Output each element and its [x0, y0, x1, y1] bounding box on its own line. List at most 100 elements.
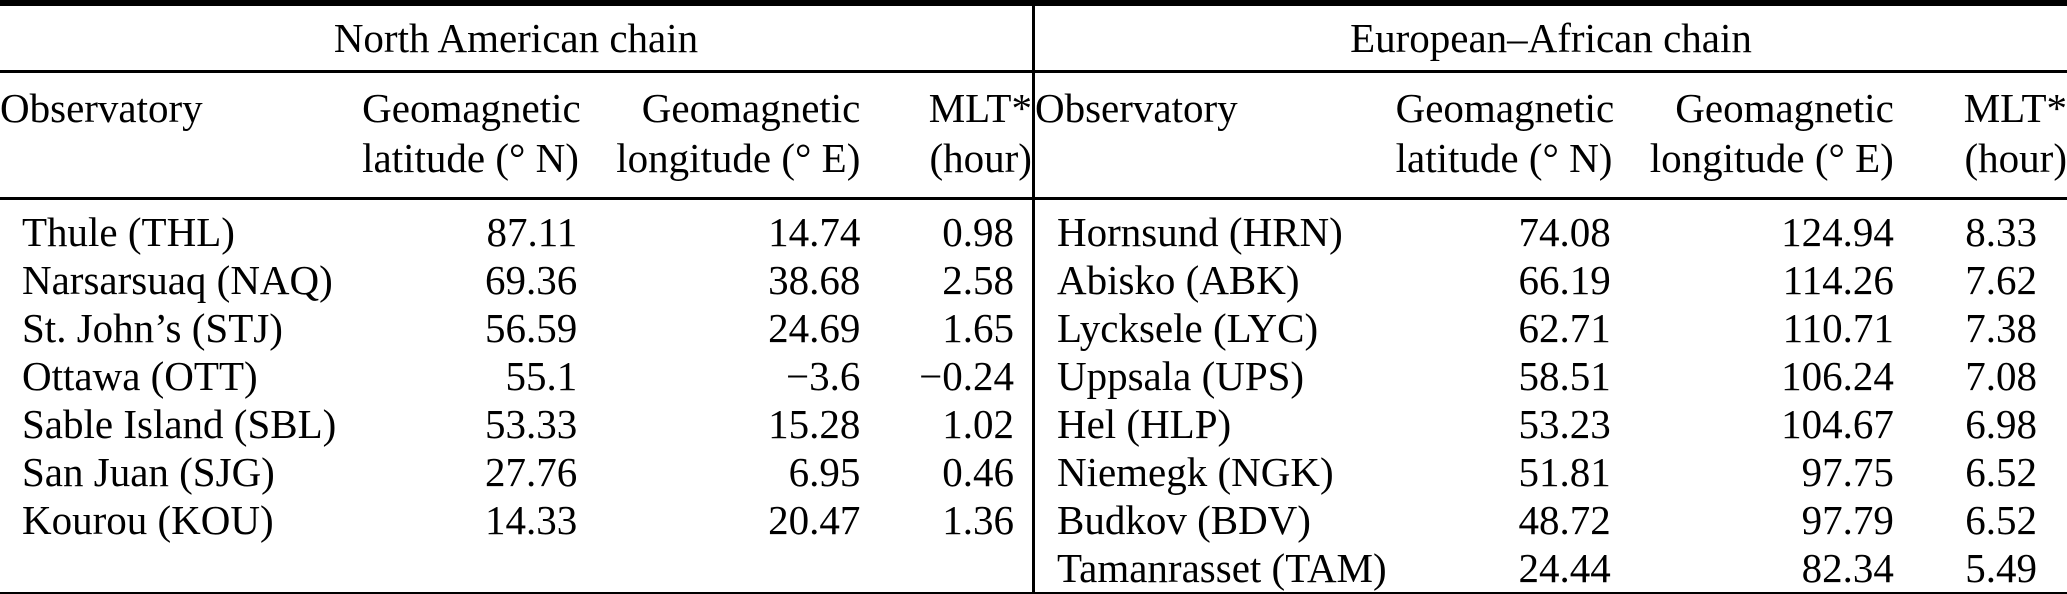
table-row: San Juan (SJG) 27.76 6.95 0.46 Niemegk (… [0, 448, 2067, 496]
cell-latitude: 74.08 [1518, 209, 1611, 255]
cell-observatory: St. John’s (STJ) [22, 305, 283, 351]
col-header-lon-left-line1: Geomagnetic [641, 85, 861, 131]
chain-title-row: North American chain European–African ch… [0, 3, 2067, 73]
cell-observatory: Ottawa (OTT) [22, 353, 258, 399]
cell-latitude: 27.76 [485, 449, 578, 495]
cell-mlt: 6.52 [1965, 449, 2037, 495]
cell-observatory: Hel (HLP) [1031, 400, 1396, 448]
cell-observatory-empty [0, 544, 362, 594]
cell-mlt: 7.08 [1965, 353, 2037, 399]
cell-observatory: Narsarsuaq (NAQ) [22, 257, 333, 303]
table-row: Tamanrasset (TAM) 24.44 82.34 5.49 [0, 544, 2067, 594]
col-header-observatory-right: Observatory [1031, 71, 1396, 200]
cell-mlt: 8.33 [1965, 209, 2037, 255]
cell-observatory: San Juan (SJG) [22, 449, 275, 495]
cell-latitude: 62.71 [1518, 305, 1611, 351]
cell-mlt: 7.62 [1965, 257, 2037, 303]
col-header-mlt-left-line1: MLT* [928, 85, 1032, 131]
table-row: Sable Island (SBL) 53.33 15.28 1.02 Hel … [0, 400, 2067, 448]
column-header-row: Observatory Geomagnetic latitude (° N) G… [0, 71, 2067, 200]
cell-longitude: 97.79 [1801, 497, 1894, 543]
col-header-mlt-left: MLT* (hour) [860, 71, 1034, 200]
cell-mlt: 5.49 [1965, 545, 2037, 591]
cell-mlt: 2.58 [942, 257, 1014, 303]
cell-latitude: 53.23 [1518, 401, 1611, 447]
cell-longitude: 14.74 [768, 209, 861, 255]
cell-longitude: 20.47 [768, 497, 861, 543]
cell-longitude: 82.34 [1801, 545, 1894, 591]
cell-latitude: 14.33 [485, 497, 578, 543]
cell-mlt: 0.98 [942, 209, 1014, 255]
col-header-geomagnetic-longitude-right: Geomagnetic longitude (° E) [1610, 71, 1894, 200]
col-header-mlt-right: MLT* (hour) [1893, 71, 2067, 200]
cell-latitude: 56.59 [485, 305, 578, 351]
cell-longitude: 6.95 [788, 449, 861, 495]
cell-longitude: 38.68 [768, 257, 861, 303]
col-header-observatory-left: Observatory [0, 71, 363, 200]
cell-longitude: 106.24 [1781, 353, 1894, 399]
cell-mlt: 7.38 [1965, 305, 2037, 351]
cell-mlt: 6.98 [1965, 401, 2037, 447]
cell-observatory: Budkov (BDV) [1031, 496, 1396, 544]
cell-longitude: 97.75 [1801, 449, 1894, 495]
cell-observatory: Thule (THL) [22, 209, 235, 255]
cell-longitude: 124.94 [1781, 209, 1894, 255]
cell-mlt: 1.65 [942, 305, 1014, 351]
cell-latitude-empty [362, 544, 577, 594]
col-header-lat-right-line2: latitude (° N) [1395, 135, 1613, 181]
cell-mlt: 1.36 [942, 497, 1014, 543]
col-header-lon-left-line2: longitude (° E) [616, 135, 861, 181]
table-row: Narsarsuaq (NAQ) 69.36 38.68 2.58 Abisko… [0, 256, 2067, 304]
chain-title-european-african: European–African chain [1031, 3, 2067, 73]
cell-longitude: 24.69 [768, 305, 861, 351]
cell-latitude: 87.11 [486, 209, 578, 255]
cell-observatory: Kourou (KOU) [22, 497, 274, 543]
cell-longitude: 15.28 [768, 401, 861, 447]
cell-mlt-empty [860, 544, 1033, 594]
cell-observatory: Hornsund (HRN) [1031, 198, 1396, 256]
col-header-lon-right-line2: longitude (° E) [1649, 135, 1894, 181]
cell-longitude: 104.67 [1781, 401, 1894, 447]
col-header-lon-right-line1: Geomagnetic [1675, 85, 1894, 131]
col-header-observatory-left-label: Observatory [0, 85, 203, 131]
table-row: Kourou (KOU) 14.33 20.47 1.36 Budkov (BD… [0, 496, 2067, 544]
col-header-lat-right-line1: Geomagnetic [1395, 85, 1615, 131]
cell-longitude-empty [577, 544, 860, 594]
cell-latitude: 51.81 [1518, 449, 1611, 495]
cell-longitude: 110.71 [1782, 305, 1894, 351]
cell-mlt: 6.52 [1965, 497, 2037, 543]
col-header-geomagnetic-longitude-left: Geomagnetic longitude (° E) [577, 71, 861, 200]
cell-latitude: 66.19 [1518, 257, 1611, 303]
cell-observatory: Niemegk (NGK) [1031, 448, 1396, 496]
col-header-mlt-right-line1: MLT* [1963, 85, 2067, 131]
table-row: St. John’s (STJ) 56.59 24.69 1.65 Lyckse… [0, 304, 2067, 352]
col-header-geomagnetic-latitude-right: Geomagnetic latitude (° N) [1395, 71, 1615, 200]
table-row: Ottawa (OTT) 55.1 −3.6 −0.24 Uppsala (UP… [0, 352, 2067, 400]
cell-mlt: 0.46 [942, 449, 1014, 495]
chain-title-north-american: North American chain [0, 3, 1034, 73]
cell-latitude: 24.44 [1518, 545, 1611, 591]
cell-observatory: Sable Island (SBL) [22, 401, 337, 447]
col-header-geomagnetic-latitude-left: Geomagnetic latitude (° N) [362, 71, 581, 200]
cell-latitude: 55.1 [505, 353, 578, 399]
cell-latitude: 53.33 [485, 401, 578, 447]
cell-latitude: 69.36 [485, 257, 578, 303]
col-header-lat-left-line1: Geomagnetic [362, 85, 581, 131]
table-row: Thule (THL) 87.11 14.74 0.98 Hornsund (H… [0, 198, 2067, 256]
cell-longitude: −3.6 [786, 353, 861, 399]
col-header-mlt-right-line2: (hour) [1964, 135, 2067, 181]
cell-latitude: 58.51 [1518, 353, 1611, 399]
col-header-lat-left-line2: latitude (° N) [362, 135, 579, 181]
cell-mlt: −0.24 [919, 353, 1014, 399]
col-header-observatory-right-label: Observatory [1034, 85, 1238, 131]
cell-longitude: 114.26 [1782, 257, 1894, 303]
cell-observatory: Abisko (ABK) [1031, 256, 1396, 304]
cell-observatory: Uppsala (UPS) [1031, 352, 1396, 400]
cell-observatory: Tamanrasset (TAM) [1031, 544, 1396, 594]
cell-latitude: 48.72 [1518, 497, 1611, 543]
cell-mlt: 1.02 [942, 401, 1014, 447]
cell-observatory: Lycksele (LYC) [1031, 304, 1396, 352]
col-header-mlt-left-line2: (hour) [929, 135, 1032, 181]
